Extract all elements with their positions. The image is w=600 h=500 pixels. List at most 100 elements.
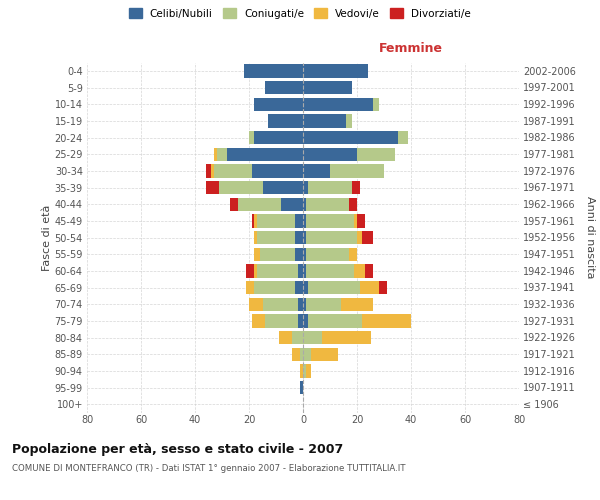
Bar	[303, 331, 322, 344]
Bar	[238, 198, 281, 211]
Bar	[254, 231, 257, 244]
Bar	[349, 248, 357, 261]
Bar	[211, 164, 214, 177]
Bar	[263, 298, 298, 311]
Bar	[268, 114, 303, 128]
Bar	[249, 298, 263, 311]
Bar	[303, 198, 306, 211]
Bar	[308, 314, 362, 328]
Bar	[306, 264, 355, 278]
Bar	[330, 164, 384, 177]
Bar	[357, 148, 395, 161]
Bar	[247, 264, 254, 278]
Bar	[281, 198, 303, 211]
Bar	[303, 364, 306, 378]
Bar	[303, 181, 308, 194]
Bar	[349, 198, 357, 211]
Bar	[214, 164, 252, 177]
Bar	[306, 198, 349, 211]
Bar	[360, 281, 379, 294]
Bar	[341, 298, 373, 311]
Bar	[306, 364, 311, 378]
Bar	[252, 214, 254, 228]
Text: Femmine: Femmine	[379, 42, 443, 56]
Bar	[254, 98, 303, 111]
Bar	[257, 264, 298, 278]
Bar	[214, 148, 217, 161]
Bar	[260, 248, 295, 261]
Bar	[292, 331, 303, 344]
Bar	[303, 214, 306, 228]
Bar	[322, 331, 371, 344]
Bar	[303, 248, 306, 261]
Bar	[206, 164, 211, 177]
Bar	[311, 348, 338, 361]
Bar	[303, 148, 357, 161]
Y-axis label: Fasce di età: Fasce di età	[41, 204, 52, 270]
Bar	[306, 298, 341, 311]
Bar	[295, 248, 303, 261]
Text: COMUNE DI MONTEFRANCO (TR) - Dati ISTAT 1° gennaio 2007 - Elaborazione TUTTITALI: COMUNE DI MONTEFRANCO (TR) - Dati ISTAT …	[12, 464, 406, 473]
Bar	[355, 264, 365, 278]
Bar	[365, 264, 373, 278]
Bar	[379, 281, 387, 294]
Bar	[295, 231, 303, 244]
Bar	[295, 281, 303, 294]
Text: Popolazione per età, sesso e stato civile - 2007: Popolazione per età, sesso e stato civil…	[12, 442, 343, 456]
Bar	[362, 314, 411, 328]
Bar	[254, 214, 257, 228]
Bar	[301, 364, 303, 378]
Bar	[303, 264, 306, 278]
Bar	[362, 231, 373, 244]
Bar	[249, 131, 254, 144]
Bar	[306, 231, 357, 244]
Bar	[257, 231, 295, 244]
Bar	[303, 114, 346, 128]
Bar	[303, 164, 330, 177]
Bar	[252, 164, 303, 177]
Bar	[292, 348, 301, 361]
Bar	[352, 181, 360, 194]
Bar	[398, 131, 409, 144]
Bar	[308, 281, 360, 294]
Bar	[373, 98, 379, 111]
Bar	[230, 198, 238, 211]
Bar	[301, 381, 303, 394]
Bar	[346, 114, 352, 128]
Bar	[254, 264, 257, 278]
Bar	[206, 181, 220, 194]
Bar	[303, 314, 308, 328]
Bar	[303, 64, 368, 78]
Bar	[301, 348, 303, 361]
Bar	[306, 214, 355, 228]
Bar	[355, 214, 357, 228]
Bar	[303, 98, 373, 111]
Bar	[308, 181, 352, 194]
Bar	[303, 131, 398, 144]
Bar	[244, 64, 303, 78]
Bar	[303, 281, 308, 294]
Bar	[298, 298, 303, 311]
Bar	[295, 214, 303, 228]
Bar	[263, 181, 303, 194]
Bar	[254, 131, 303, 144]
Bar	[217, 148, 227, 161]
Bar	[247, 281, 254, 294]
Y-axis label: Anni di nascita: Anni di nascita	[586, 196, 595, 278]
Bar	[227, 148, 303, 161]
Bar	[254, 281, 295, 294]
Bar	[265, 314, 298, 328]
Bar	[306, 248, 349, 261]
Bar	[303, 81, 352, 94]
Bar	[357, 231, 362, 244]
Bar	[357, 214, 365, 228]
Bar	[252, 314, 265, 328]
Bar	[220, 181, 263, 194]
Bar	[265, 81, 303, 94]
Legend: Celibi/Nubili, Coniugati/e, Vedovi/e, Divorziati/e: Celibi/Nubili, Coniugati/e, Vedovi/e, Di…	[126, 5, 474, 21]
Bar	[303, 348, 311, 361]
Bar	[254, 248, 260, 261]
Bar	[298, 314, 303, 328]
Bar	[279, 331, 292, 344]
Bar	[303, 231, 306, 244]
